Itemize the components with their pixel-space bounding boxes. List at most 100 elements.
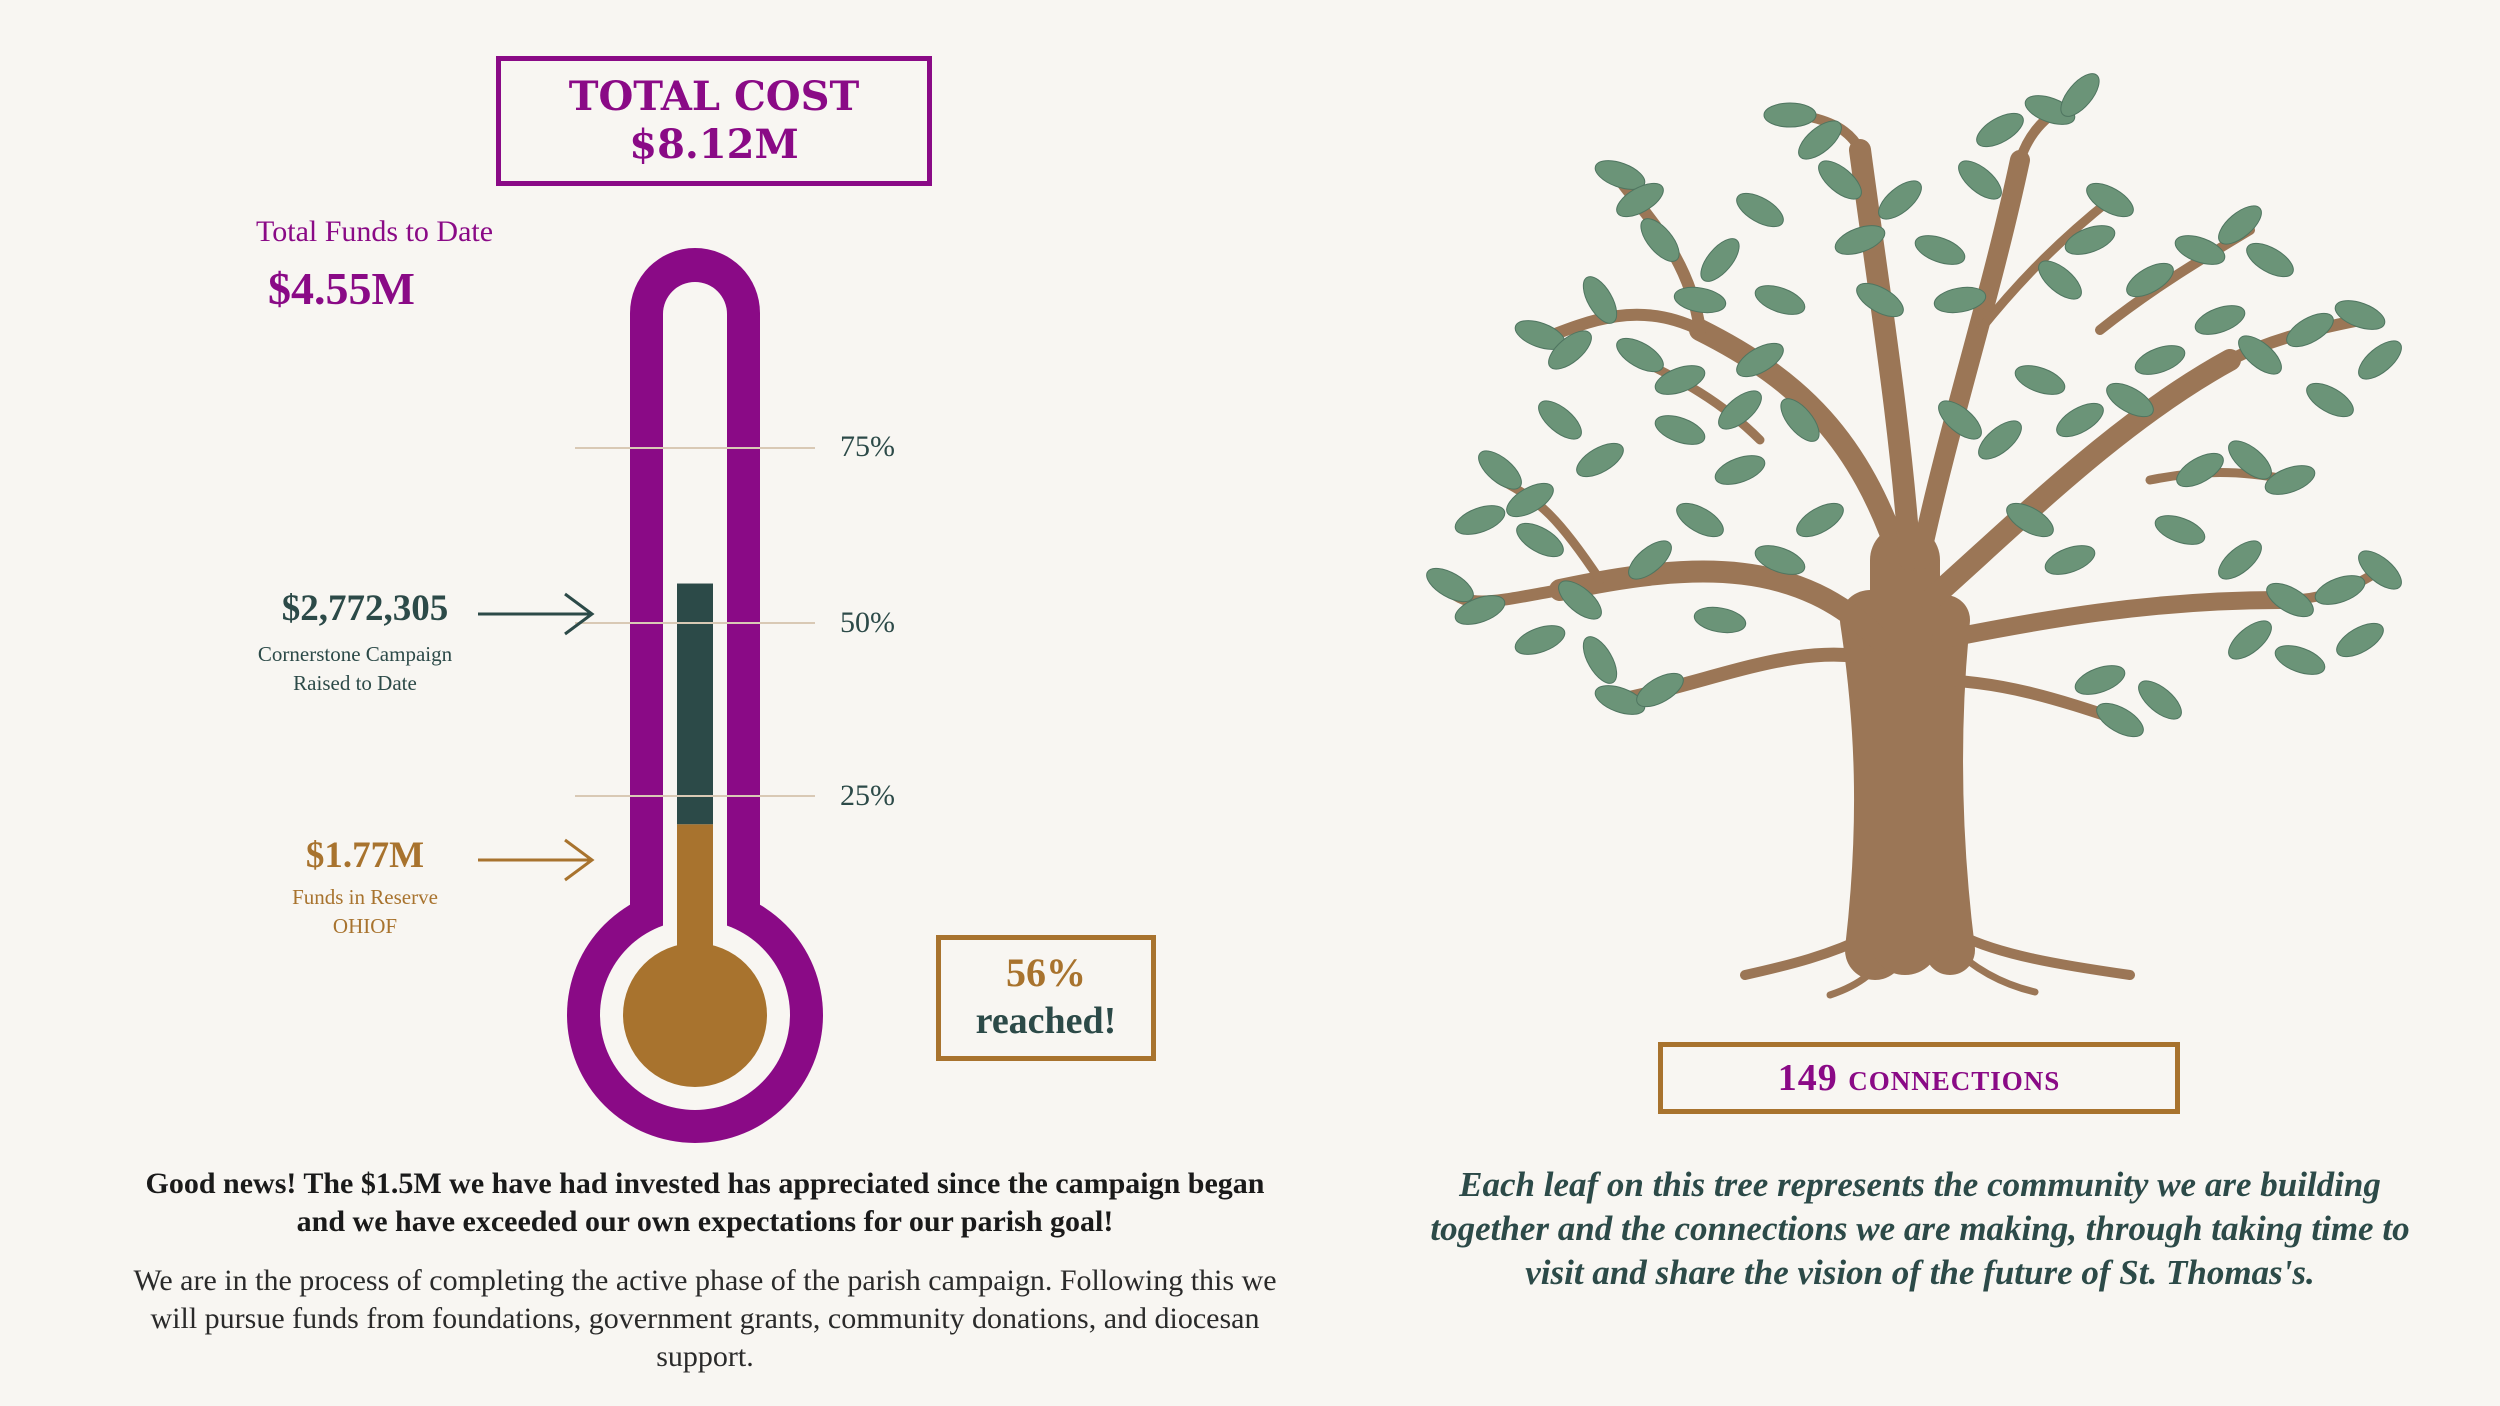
leaf	[1700, 238, 1740, 282]
process-text: We are in the process of completing the …	[133, 1264, 1277, 1373]
leaf	[1718, 390, 1762, 430]
leaf	[1454, 505, 1506, 535]
leaf	[1796, 502, 1844, 538]
leaf	[1798, 120, 1842, 160]
leaf	[1506, 482, 1554, 518]
leaf	[2006, 502, 2054, 538]
leaf	[2314, 575, 2366, 605]
leaf	[2246, 242, 2294, 278]
tree-caption: Each leaf on this tree represents the co…	[1430, 1165, 2410, 1292]
reserve-line1: Funds in Reserve	[292, 885, 438, 909]
leaf	[2228, 620, 2272, 660]
leaf	[2358, 340, 2402, 380]
leaf	[2336, 622, 2384, 658]
leaf	[2218, 540, 2262, 580]
total-funds-label: Total Funds to Date	[256, 215, 494, 248]
reached-percent: 56%	[1006, 950, 1086, 995]
reserve-value: $1.77M	[305, 835, 425, 876]
leaf	[1976, 112, 2024, 148]
total-cost-box: TOTAL COST $8.12M	[496, 56, 932, 186]
leaf	[1780, 398, 1820, 442]
leaf	[1714, 455, 1766, 485]
leaf	[1538, 400, 1582, 440]
good-news-text: Good news! The $1.5M we have had investe…	[145, 1167, 1265, 1238]
thermometer	[567, 248, 823, 1143]
leaf	[2174, 235, 2226, 265]
leaf	[2334, 300, 2386, 330]
total-funds-value: $4.55M	[268, 263, 415, 314]
leaf	[2126, 262, 2174, 298]
leaf	[2064, 225, 2116, 255]
campaign-line2: Raised to Date	[293, 671, 417, 695]
leaf	[2060, 73, 2100, 117]
leaf	[2134, 345, 2186, 375]
leaf	[1514, 625, 1566, 655]
tick-label-50: 50%	[840, 606, 895, 639]
leaf	[2228, 440, 2272, 480]
leaf	[1636, 672, 1684, 708]
leaf	[1516, 522, 1564, 558]
leaf	[1763, 102, 1817, 128]
leaf	[1958, 160, 2002, 200]
campaign-value: $2,772,305	[281, 588, 449, 629]
leaf	[1616, 337, 1664, 373]
leaf	[2274, 645, 2326, 675]
connections-badge: 149 connections	[1658, 1042, 2180, 1114]
leaf	[1914, 235, 1966, 265]
tree-icon	[1426, 73, 2402, 999]
leaf	[1628, 540, 1672, 580]
leaf	[1736, 342, 1784, 378]
leaf	[2306, 382, 2354, 418]
leaf	[2264, 465, 2316, 495]
leaf	[1878, 180, 1922, 220]
connections-text: 149 connections	[1777, 1057, 2061, 1099]
leaf	[1594, 160, 1646, 190]
leaf	[2154, 515, 2206, 545]
leaf	[1834, 225, 1886, 255]
leaf	[2044, 545, 2096, 575]
leaf	[2106, 382, 2154, 418]
leaf	[2218, 205, 2262, 245]
leaf	[1978, 420, 2022, 460]
leaf	[1640, 218, 1680, 262]
campaign-line1: Cornerstone Campaign	[257, 642, 453, 666]
leaf	[1654, 415, 1706, 445]
leaf	[1454, 595, 1506, 625]
tick-label-25: 25%	[840, 779, 895, 812]
leaf	[1616, 182, 1664, 218]
leaf	[1426, 567, 1474, 603]
leaf	[2038, 260, 2082, 300]
campaign-arrow	[478, 592, 595, 636]
leaf	[1576, 442, 1624, 478]
leaf	[1938, 400, 1982, 440]
leaf	[2358, 550, 2402, 590]
reached-box: 56% reached!	[936, 935, 1156, 1061]
leaf	[2176, 452, 2224, 488]
leaf	[2286, 312, 2334, 348]
reserve-description: Funds in Reserve OHIOF	[260, 883, 470, 941]
leaf	[2096, 702, 2144, 738]
leaf	[1693, 606, 1747, 634]
campaign-fill	[677, 583, 713, 825]
leaf	[2238, 335, 2282, 375]
leaf	[1754, 545, 1806, 575]
leaf	[1594, 685, 1646, 715]
reserve-arrow	[478, 838, 595, 882]
thermometer-bulb-fill	[623, 943, 767, 1087]
leaf	[1478, 450, 1522, 490]
tick-label-75: 75%	[840, 430, 895, 463]
leaf	[1676, 502, 1724, 538]
leaf	[1654, 365, 1706, 395]
leaf	[2014, 365, 2066, 395]
leaf	[1558, 580, 1602, 620]
leaf	[1933, 286, 1987, 314]
total-cost-value: $8.12M	[629, 121, 799, 168]
leaf	[1673, 286, 1727, 314]
leaf	[1736, 192, 1784, 228]
leaf	[1582, 276, 1618, 324]
leaf	[2086, 182, 2134, 218]
reached-text: reached!	[975, 1000, 1117, 1042]
leaf	[2074, 665, 2126, 695]
reserve-line2: OHIOF	[332, 914, 398, 938]
